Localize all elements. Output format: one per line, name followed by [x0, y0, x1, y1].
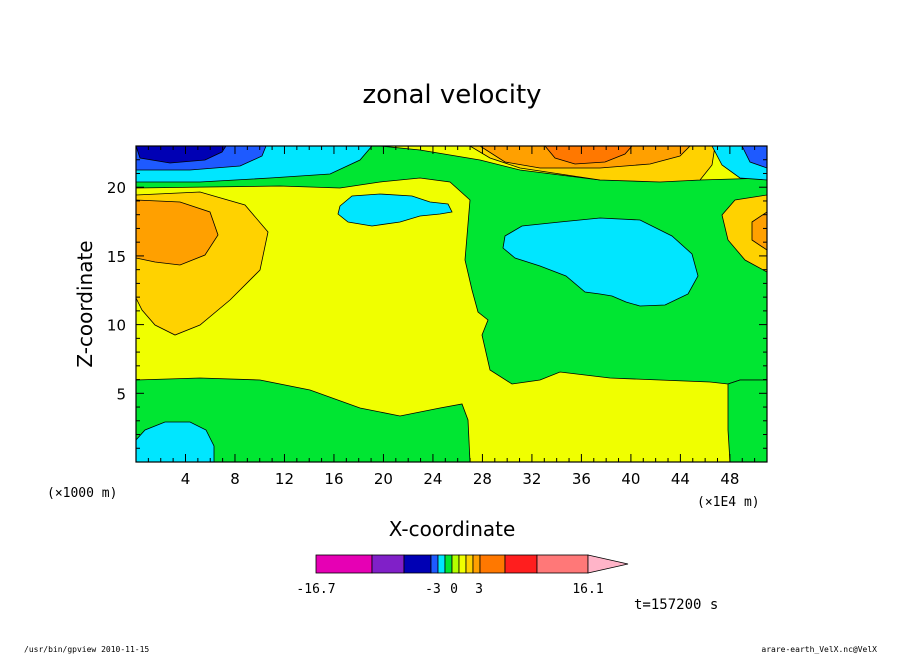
y-tick-label: 5: [116, 385, 126, 403]
axis-ticks: [136, 146, 767, 462]
colorbar-segment: [451, 554, 460, 574]
contour-orange-right: [751, 211, 767, 251]
colorbar-extend-arrow: [587, 554, 629, 574]
plot-frame: [135, 145, 768, 463]
colorbar-segment: [536, 554, 589, 574]
contour-cyan-blob-2: [502, 217, 699, 307]
y-axis-label: Z-coordinate: [73, 240, 97, 367]
colorbar-segment: [430, 554, 439, 574]
colorbar-segment: [472, 554, 481, 574]
y-tick-label: 20: [107, 179, 126, 197]
footer-left: /usr/bin/gpview 2010-11-15: [24, 645, 149, 654]
contour-darkorange-topright: [544, 146, 633, 165]
contour-blue-topright: [741, 146, 767, 169]
x-unit-left: (×1000 m): [47, 486, 117, 501]
contour-darkblue-topleft: [136, 146, 227, 164]
colorbar-label-0: 0: [450, 582, 458, 597]
x-tick-label: 4: [181, 470, 191, 488]
contour-field: [136, 146, 767, 462]
footer-right: arare-earth_VelX.nc@VelX: [761, 645, 877, 654]
chart-title: zonal velocity: [362, 80, 541, 110]
x-axis-label: X-coordinate: [389, 517, 516, 541]
x-tick-label: 40: [621, 470, 640, 488]
x-tick-label: 32: [522, 470, 541, 488]
y-tick-label: 10: [107, 317, 126, 335]
x-tick-label: 12: [275, 470, 294, 488]
x-tick-label: 8: [230, 470, 240, 488]
y-tick-labels: 5 10 15 20: [107, 179, 126, 403]
contour-lightorange-right: [721, 194, 767, 273]
contour-green-lower: [136, 377, 471, 462]
colorbar-segment: [465, 554, 474, 574]
contour-cyan-blob-3: [136, 421, 215, 462]
colorbar-label-neg3: -3: [425, 582, 441, 597]
x-tick-label: 24: [423, 470, 442, 488]
colorbar-segment: [371, 554, 405, 574]
colorbar-segment: [403, 554, 432, 574]
contour-green-right: [727, 379, 767, 462]
x-tick-label: 20: [374, 470, 393, 488]
x-tick-label: 16: [324, 470, 343, 488]
colorbar-min-label: -16.7: [296, 582, 335, 597]
y-tick-label: 15: [107, 248, 126, 266]
colorbar-label-3: 3: [475, 582, 483, 597]
contour-orange-left: [136, 199, 219, 266]
colorbar-segment: [458, 554, 467, 574]
x-tick-labels: 4 8 12 16 20 24 28 32 36 40 44 48: [181, 470, 740, 488]
contour-green-upper: [136, 146, 767, 385]
x-tick-label: 36: [572, 470, 591, 488]
x-unit-right: (×1E4 m): [697, 495, 760, 510]
colorbar: [315, 554, 629, 574]
colorbar-segment: [504, 554, 538, 574]
contour-cyan-blob-1: [337, 193, 453, 227]
colorbar-segment: [479, 554, 506, 574]
colorbar-segment: [444, 554, 453, 574]
colorbar-max-label: 16.1: [572, 582, 603, 597]
x-tick-label: 28: [473, 470, 492, 488]
x-tick-label: 48: [720, 470, 739, 488]
x-tick-label: 44: [671, 470, 690, 488]
time-label: t=157200 s: [634, 597, 718, 613]
colorbar-segment: [437, 554, 446, 574]
colorbar-segment: [315, 554, 373, 574]
